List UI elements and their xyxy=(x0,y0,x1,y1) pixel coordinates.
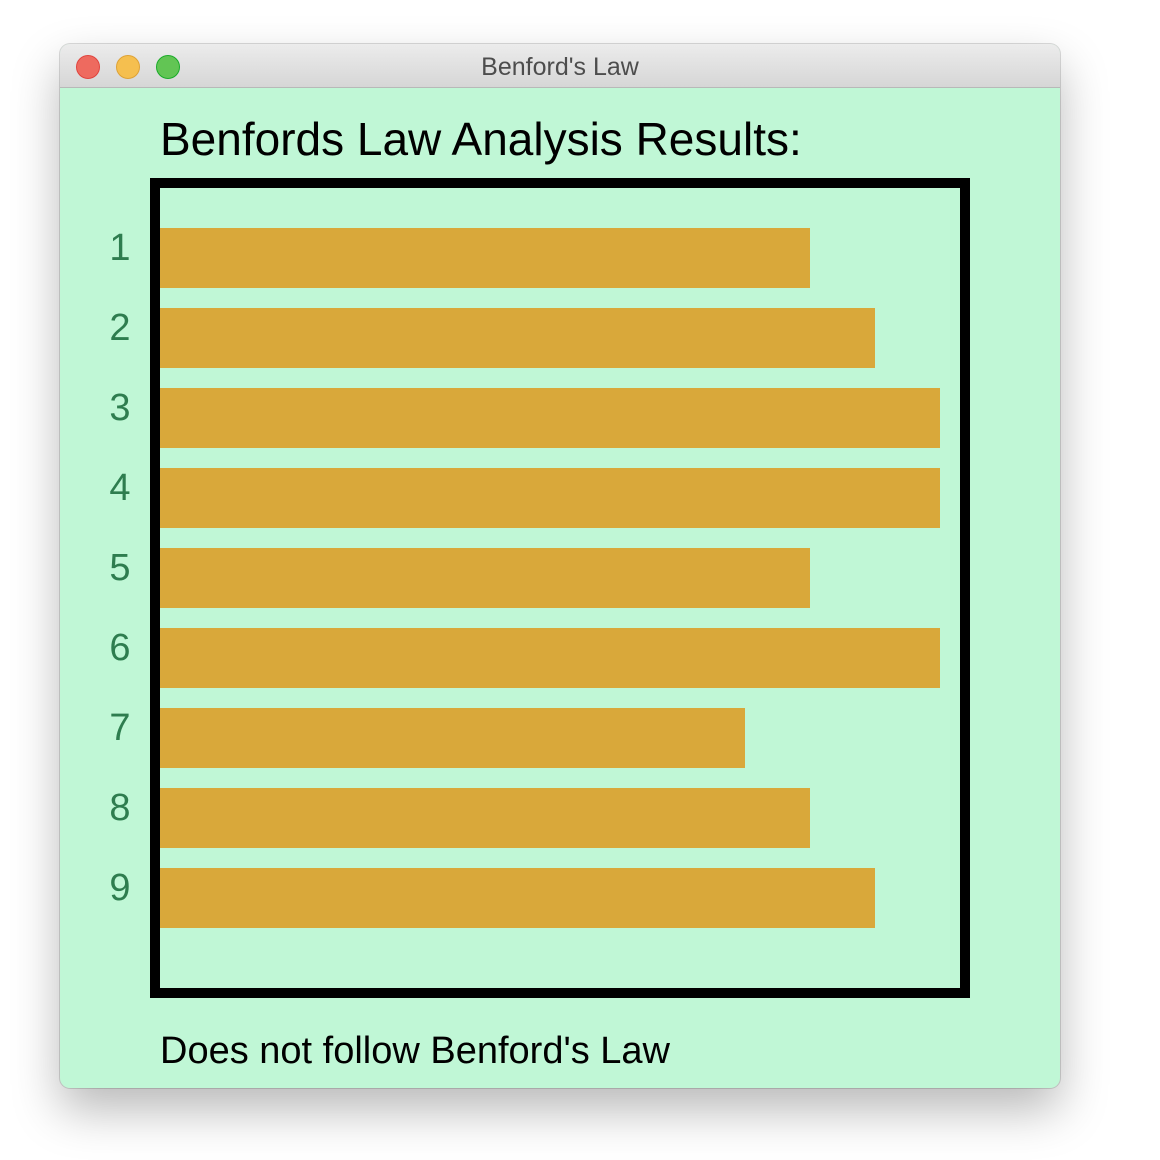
digit-label-4: 4 xyxy=(109,467,131,509)
digit-label-6: 6 xyxy=(109,627,131,669)
bar-3 xyxy=(160,388,940,448)
digit-label-5: 5 xyxy=(109,547,131,589)
window-title: Benford's Law xyxy=(481,53,639,81)
digit-label-1: 1 xyxy=(109,227,131,269)
bar-6 xyxy=(160,628,940,688)
bar-8 xyxy=(160,788,810,848)
title-bar[interactable]: Benford's Law xyxy=(60,44,1060,88)
digit-label-7: 7 xyxy=(109,707,131,749)
bar-7 xyxy=(160,708,745,768)
bar-chart xyxy=(150,178,970,998)
close-button[interactable] xyxy=(76,55,100,79)
digit-label-3: 3 xyxy=(109,387,131,429)
bar-2 xyxy=(160,308,875,368)
results-heading: Benfords Law Analysis Results: xyxy=(160,113,802,165)
app-window: Benford's Law Benfords Law Analysis Resu… xyxy=(60,44,1060,1088)
digit-label-8: 8 xyxy=(109,787,131,829)
bar-1 xyxy=(160,228,810,288)
digit-label-9: 9 xyxy=(109,867,131,909)
digit-label-2: 2 xyxy=(109,307,131,349)
minimize-button[interactable] xyxy=(116,55,140,79)
verdict-text: Does not follow Benford's Law xyxy=(160,1030,670,1072)
bar-5 xyxy=(160,548,810,608)
bar-9 xyxy=(160,868,875,928)
bar-4 xyxy=(160,468,940,528)
zoom-button[interactable] xyxy=(156,55,180,79)
